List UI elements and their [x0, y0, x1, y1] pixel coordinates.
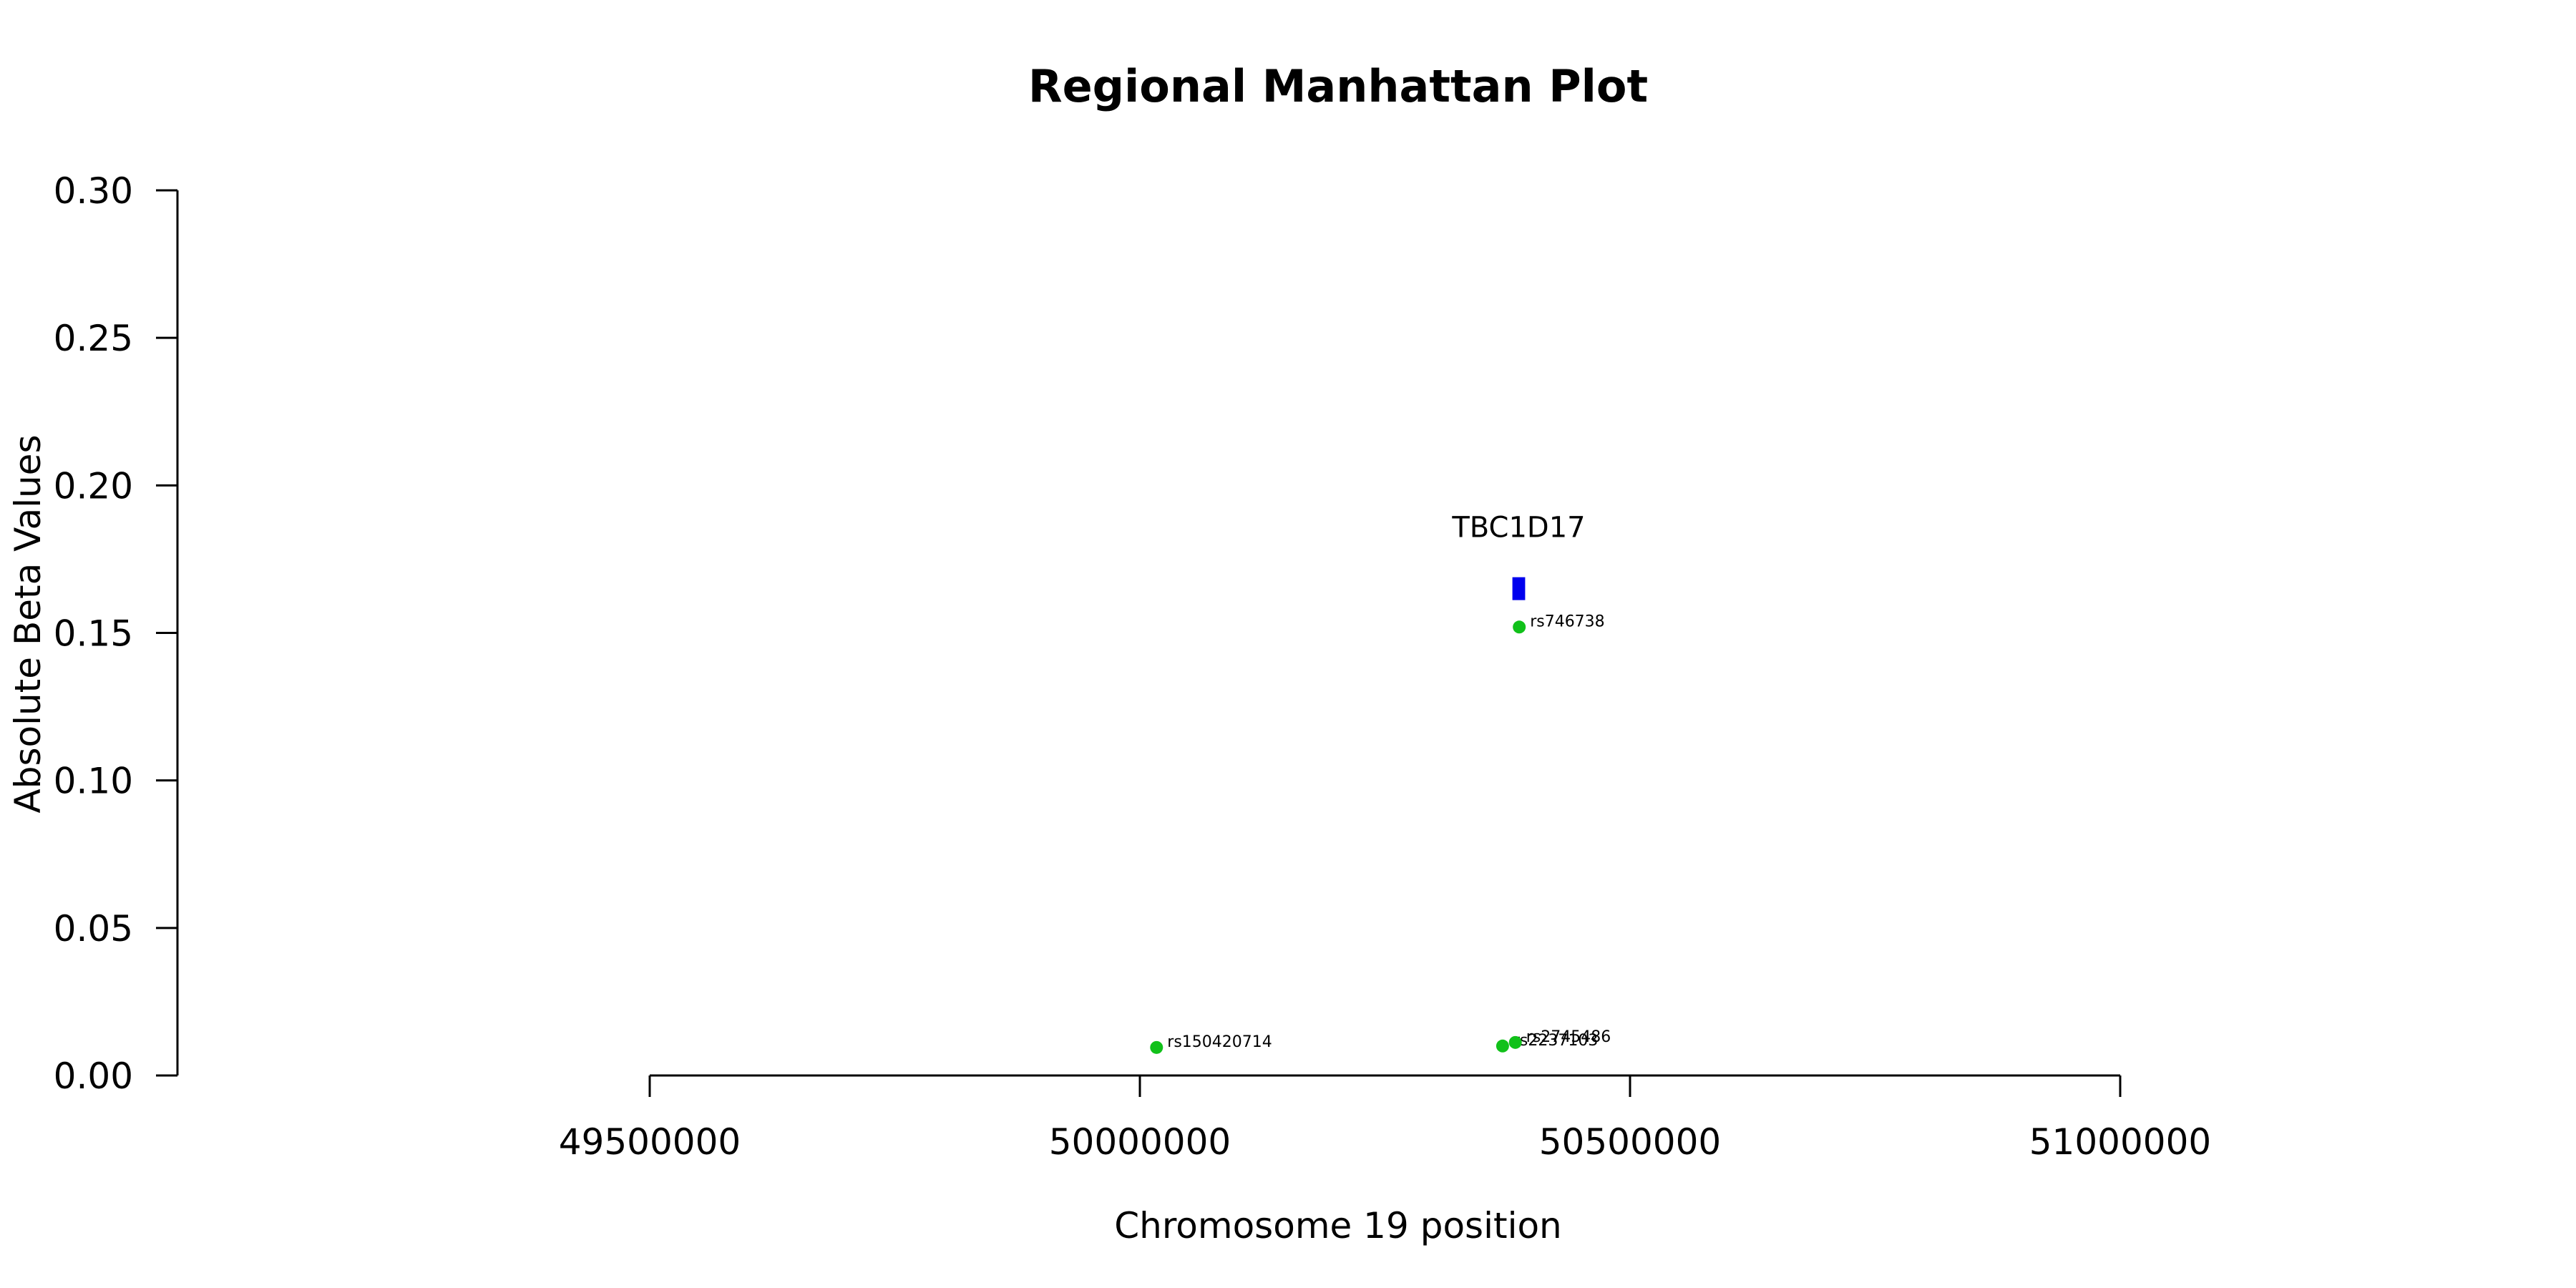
snp-label: rs2237103 [1513, 1032, 1599, 1050]
snp-label: rs2745486 [1526, 1028, 1611, 1046]
y-axis-title: Absolute Beta Values [7, 435, 49, 814]
chart-title: Regional Manhattan Plot [1028, 60, 1648, 112]
x-axis-title: Chromosome 19 position [1114, 1205, 1562, 1246]
x-tick-label: 51000000 [2029, 1121, 2212, 1163]
snp-point [1496, 1039, 1509, 1053]
y-tick-label: 0.25 [54, 318, 133, 359]
y-tick-label: 0.20 [54, 465, 133, 507]
x-tick-label: 50500000 [1539, 1121, 1722, 1163]
y-tick-label: 0.15 [54, 613, 133, 655]
snp-label: rs150420714 [1167, 1033, 1272, 1051]
genes-layer: TBC1D17 [1451, 512, 1586, 600]
y-tick-label: 0.00 [54, 1055, 133, 1097]
x-axis: 49500000 50000000 50500000 51000000 [559, 1074, 2212, 1163]
x-tick-label: 50000000 [1049, 1121, 1231, 1163]
gene-label: TBC1D17 [1451, 512, 1585, 545]
snp-point [1508, 1035, 1522, 1049]
snp-label: rs746738 [1530, 613, 1605, 630]
y-tick-label: 0.30 [54, 170, 133, 212]
gene-box [1512, 577, 1526, 600]
snp-point [1150, 1040, 1163, 1054]
y-axis: 0.00 0.05 0.10 0.15 0.20 0.25 0.30 [54, 170, 179, 1097]
x-tick-label: 49500000 [559, 1121, 741, 1163]
snp-point [1513, 620, 1526, 634]
y-tick-label: 0.10 [54, 761, 133, 802]
y-tick-label: 0.05 [54, 908, 133, 950]
